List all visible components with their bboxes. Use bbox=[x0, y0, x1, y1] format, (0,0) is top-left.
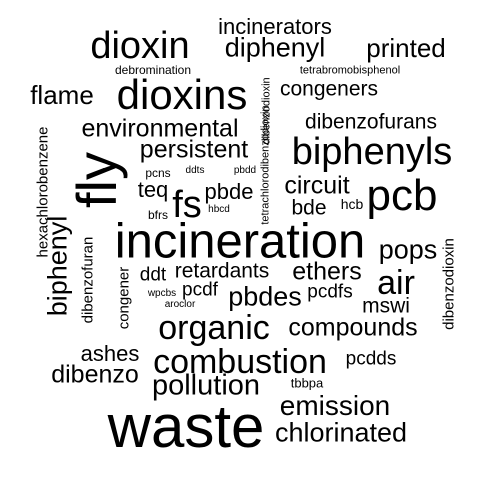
word-circuit: circuit bbox=[284, 171, 350, 200]
word-retardants: retardants bbox=[174, 259, 270, 283]
word-teq: teq bbox=[137, 177, 169, 202]
word-diphenyl: diphenyl bbox=[224, 32, 326, 63]
word-incinerators: incinerators bbox=[218, 14, 332, 39]
word-incineration: incineration bbox=[114, 214, 366, 269]
word-pbdd: pbdd bbox=[233, 165, 257, 176]
word-pops: pops bbox=[378, 234, 438, 265]
word-biphenyl: biphenyl bbox=[42, 215, 73, 317]
word-pcdfs: pcdfs bbox=[307, 281, 353, 303]
word-chlorinated: chlorinated bbox=[274, 417, 408, 448]
word-flame: flame bbox=[30, 80, 94, 110]
word-tetrabromobisphenol: tetrabromobisphenol bbox=[299, 64, 401, 77]
word-pbdes: pbdes bbox=[228, 281, 302, 312]
word-environmental: environmental bbox=[81, 114, 239, 143]
word-tetrachlorodibenzodioxin: tetrachlorodibenzodioxin bbox=[259, 105, 272, 225]
word-compounds: compounds bbox=[288, 313, 418, 342]
word-dibenzofuran: dibenzofuran bbox=[79, 236, 97, 324]
word-dibenzo: dibenzo bbox=[51, 360, 139, 389]
word-bde: bde bbox=[291, 196, 327, 220]
word-dibenzodioxin-vertical: dibenzodioxin bbox=[440, 238, 458, 330]
word-mswi: mswi bbox=[362, 294, 410, 318]
word-dibenzofurans: dibenzofurans bbox=[305, 110, 437, 134]
word-pcdf: pcdf bbox=[182, 279, 218, 301]
word-fly: fly bbox=[65, 152, 128, 208]
word-ddt: ddt bbox=[139, 264, 167, 286]
word-dioxins: dioxins bbox=[116, 71, 248, 118]
word-air: air bbox=[377, 264, 415, 302]
word-bfrs: bfrs bbox=[147, 208, 169, 222]
word-printed: printed bbox=[366, 33, 446, 63]
word-pcb: pcb bbox=[366, 171, 438, 220]
word-hbcd: hbcd bbox=[208, 204, 230, 215]
word-organic: organic bbox=[158, 309, 270, 347]
word-hcb: hcb bbox=[340, 196, 364, 212]
word-tbbpa: tbbpa bbox=[290, 375, 324, 391]
word-waste: waste bbox=[107, 393, 265, 460]
word-pcdds: pcdds bbox=[345, 348, 397, 370]
word-pollution: pollution bbox=[151, 369, 261, 402]
word-biphenyls: biphenyls bbox=[291, 131, 453, 173]
word-dioxin: dioxin bbox=[90, 25, 190, 67]
word-debromination: debromination bbox=[114, 63, 192, 77]
word-aroclor: aroclor bbox=[164, 299, 196, 310]
word-pcns: pcns bbox=[145, 166, 171, 180]
word-pbde: pbde bbox=[204, 179, 254, 204]
word-congeners: congeners bbox=[279, 77, 379, 101]
word-wpcbs: wpcbs bbox=[147, 288, 177, 299]
word-ethers: ethers bbox=[292, 257, 362, 286]
word-combustion: combustion bbox=[153, 343, 327, 381]
word-ddts: ddts bbox=[185, 165, 205, 176]
word-fs: fs bbox=[172, 184, 202, 226]
word-emission: emission bbox=[279, 390, 391, 421]
word-congener: congener bbox=[115, 266, 133, 330]
word-ashes: ashes bbox=[80, 341, 140, 366]
word-persistent: persistent bbox=[139, 135, 249, 164]
